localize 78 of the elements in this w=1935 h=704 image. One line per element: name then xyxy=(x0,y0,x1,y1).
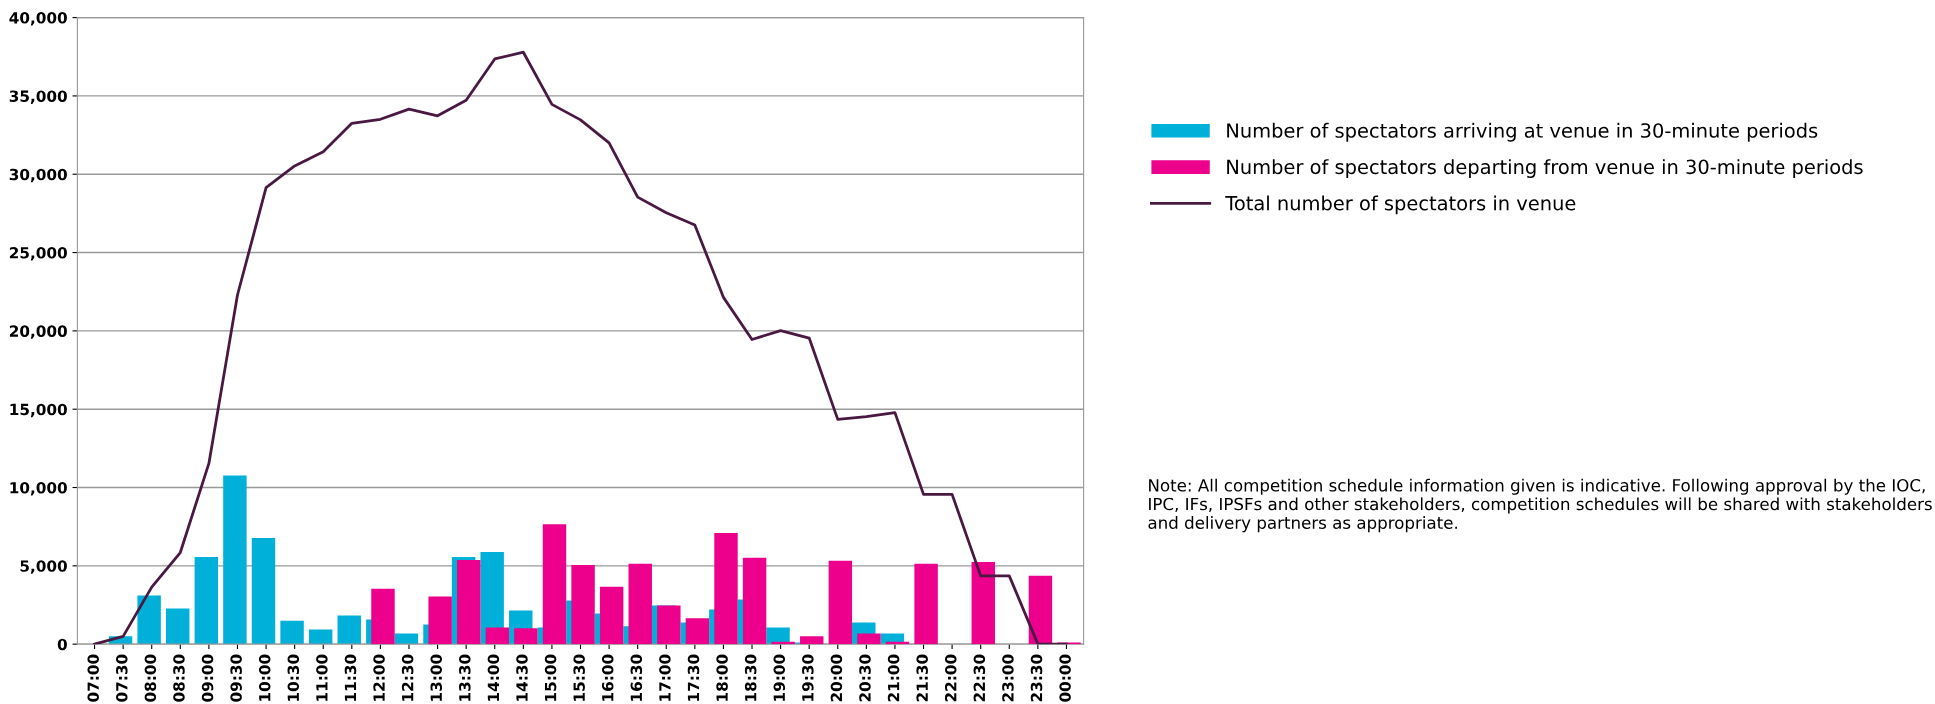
x-tick-label: 12:30 xyxy=(401,654,414,701)
x-tick-label: 22:00 xyxy=(944,654,957,702)
x-tick-label: 16:00 xyxy=(601,654,614,701)
y-tick-label: 30,000 xyxy=(9,168,67,183)
y-tick-label: 35,000 xyxy=(9,90,67,104)
x-tick-label: 22:30 xyxy=(973,654,986,702)
y-tick-label: 20,000 xyxy=(9,325,67,339)
bar xyxy=(657,605,681,645)
bar xyxy=(685,618,710,645)
text: Note: All competition schedule information given is indicative. Following approval by the IOC, IPC, IFs, IPSFs and other stakeholders, competition schedules will be shared with stakeholders and delivery partners as appropriate. xyxy=(1148,478,1932,533)
x-tick-label: 08:00 xyxy=(144,654,157,702)
x-tick-label: 11:30 xyxy=(344,654,357,701)
legend-label: Number of spectators arriving at venue in 30-minute periods xyxy=(1227,122,1818,142)
x-tick-label: 10:30 xyxy=(287,654,300,701)
x-tick-label: 16:30 xyxy=(630,654,643,701)
bar xyxy=(628,563,652,645)
x-tick-label: 18:30 xyxy=(744,654,757,701)
bar xyxy=(223,475,247,645)
bar xyxy=(166,608,190,645)
legend-label: Number of spectators departing from venue in 30-minute periods xyxy=(1227,159,1863,178)
line-series xyxy=(93,50,1068,645)
bar xyxy=(714,533,738,645)
x-tick-label: 14:30 xyxy=(516,654,528,701)
x-tick-label: 09:30 xyxy=(230,654,242,702)
bar xyxy=(742,557,767,645)
x-tick-label: 14:00 xyxy=(487,654,500,701)
bar xyxy=(308,629,333,645)
bar xyxy=(428,596,452,645)
bar xyxy=(485,627,510,645)
x-tick-label: 15:30 xyxy=(573,654,585,701)
bar xyxy=(766,627,790,645)
bar xyxy=(251,538,276,645)
x-tick-label: 10:00 xyxy=(258,654,271,701)
x-tick-label: 13:00 xyxy=(430,654,443,701)
x-tick-label: 17:00 xyxy=(659,654,671,701)
x-tick-label: 21:30 xyxy=(916,654,928,702)
bar xyxy=(280,620,304,645)
x-tick-label: 23:30 xyxy=(1030,654,1043,702)
bar xyxy=(514,628,538,645)
x-tick-label: 13:30 xyxy=(459,654,471,701)
x-tick-label: 15:00 xyxy=(544,654,557,701)
y-tick-label: 15,000 xyxy=(10,403,67,418)
x-tick-label: 18:00 xyxy=(716,654,728,701)
x-tick-label: 20:30 xyxy=(859,654,871,702)
bar xyxy=(542,524,567,645)
bar xyxy=(394,633,419,645)
bar xyxy=(457,559,481,645)
bar xyxy=(800,636,824,645)
bar xyxy=(371,588,395,645)
y-tick-label: 5,000 xyxy=(20,560,67,574)
bar xyxy=(1028,575,1053,645)
legend-label: Total number of spectators in venue xyxy=(1225,195,1576,215)
x-tick-label: 09:00 xyxy=(201,654,214,702)
bar xyxy=(914,563,938,645)
y-tick-label: 25,000 xyxy=(9,247,67,261)
bar xyxy=(599,586,624,645)
x-tick-label: 23:00 xyxy=(1002,654,1014,702)
bar xyxy=(828,560,853,645)
bar xyxy=(857,633,881,645)
bar xyxy=(571,564,595,645)
x-tick-label: 07:30 xyxy=(116,654,128,702)
x-tick-label: 11:00 xyxy=(316,654,328,701)
x-tick-label: 21:00 xyxy=(887,654,900,702)
x-tick-label: 19:30 xyxy=(802,654,814,701)
bar xyxy=(337,615,361,645)
x-tick-label: 17:30 xyxy=(687,654,700,701)
x-tick-label: 12:00 xyxy=(373,654,385,701)
bar xyxy=(971,561,995,645)
bar xyxy=(137,595,161,645)
y-tick-label: 40,000 xyxy=(9,12,67,26)
x-tick-label: 20:00 xyxy=(830,654,843,702)
bar xyxy=(194,556,219,645)
x-tick-label: 08:30 xyxy=(173,654,185,702)
y-tick-label: 0 xyxy=(57,638,67,651)
x-tick-label: 00:00 xyxy=(1059,654,1071,702)
x-tick-label: 19:00 xyxy=(773,654,786,701)
x-tick-label: 07:00 xyxy=(87,654,99,702)
y-tick-label: 10,000 xyxy=(10,481,67,496)
